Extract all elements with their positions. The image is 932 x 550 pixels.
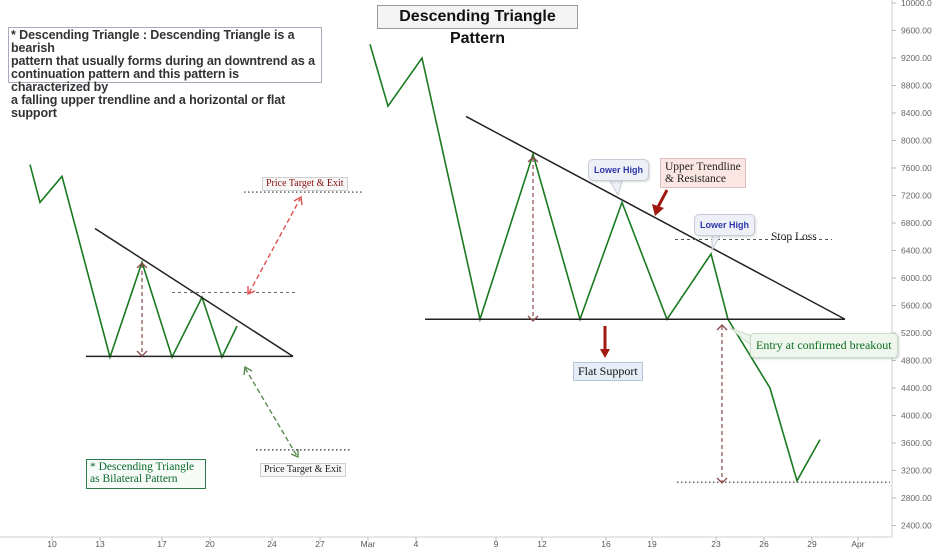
x-tick-label: 16 — [601, 539, 611, 549]
y-tick-label: 9200.00 — [901, 53, 932, 63]
y-tick-label: 3200.00 — [901, 466, 932, 476]
right-height-arrowhead-top — [527, 156, 539, 163]
breakout-target-arrowhead-top — [716, 324, 728, 331]
y-tick-label: 8000.00 — [901, 136, 932, 146]
price-series-left — [29, 164, 238, 360]
y-tick-label: 3600.00 — [901, 438, 932, 448]
upward-target-arrowhead-start — [247, 286, 256, 296]
y-tick-label: 4400.00 — [901, 383, 932, 393]
x-tick-label: Apr — [851, 539, 864, 549]
x-tick-label: 17 — [157, 539, 167, 549]
upward-target-arrowhead-end — [293, 195, 303, 206]
downward-target-arrowhead-end — [290, 449, 299, 459]
x-tick-label: 12 — [537, 539, 547, 549]
trendline-pointer-arrowhead — [652, 204, 664, 216]
y-tick-label: 2400.00 — [901, 521, 932, 531]
downward-target-arrowhead-start — [243, 365, 253, 376]
x-tick-label: 10 — [47, 539, 57, 549]
y-tick-label: 8800.00 — [901, 81, 932, 91]
x-tick-label: 9 — [494, 539, 499, 549]
x-tick-label: 27 — [315, 539, 325, 549]
x-axis: 10 13 17 20 24 27 Mar 4 9 12 16 19 23 26 29 Apr — [0, 536, 892, 549]
breakout-target-arrowhead-bottom — [716, 477, 728, 484]
lower-high-callout: Lower High — [588, 159, 649, 181]
right-height-arrowhead-bottom — [527, 315, 539, 322]
stop-loss-label: Stop Loss — [771, 231, 817, 243]
right-upper-trendline — [465, 115, 846, 320]
left-height-arrowhead-top — [136, 262, 148, 269]
y-axis: 10000.00 9600.00 9200.00 8800.00 8400.00 8000… — [891, 0, 932, 537]
lower-high-pointer — [609, 180, 623, 197]
downward-target-arrow — [244, 367, 298, 457]
y-tick-label: 4800.00 — [901, 356, 932, 366]
entry-callout: Entry at confirmed breakout — [750, 333, 898, 358]
x-tick-label: 19 — [647, 539, 657, 549]
page-title: Descending Triangle Pattern — [377, 5, 578, 47]
y-tick-label: 6800.00 — [901, 218, 932, 228]
y-tick-label: 6000.00 — [901, 273, 932, 283]
support-pointer-arrowhead — [600, 349, 610, 358]
y-tick-label: 10000.00 — [901, 0, 932, 8]
price-series-right — [369, 44, 821, 483]
y-tick-label: 5200.00 — [901, 328, 932, 338]
x-tick-label: 24 — [267, 539, 277, 549]
left-height-arrowhead-bottom — [136, 350, 148, 357]
lower-high-pointer — [711, 235, 721, 252]
y-tick-label: 4000.00 — [901, 411, 932, 421]
x-tick-label: 26 — [759, 539, 769, 549]
description-note: * Descending Triangle : Descending Trian… — [8, 27, 322, 120]
y-tick-label: 7200.00 — [901, 191, 932, 201]
y-tick-label: 9600.00 — [901, 26, 932, 36]
y-tick-label: 6400.00 — [901, 246, 932, 256]
flat-support-label: Flat Support — [573, 362, 643, 381]
x-tick-label: 4 — [414, 539, 419, 549]
price-target-bottom-label: Price Target & Exit — [260, 463, 346, 477]
bilateral-note: * Descending Triangle as Bilateral Patte… — [86, 459, 206, 489]
upper-trendline-label: Upper Trendline & Resistance — [660, 158, 746, 188]
y-tick-label: 7600.00 — [901, 163, 932, 173]
y-tick-label: 8400.00 — [901, 108, 932, 118]
x-tick-label: 13 — [95, 539, 105, 549]
x-tick-label: 29 — [807, 539, 817, 549]
x-tick-label: 23 — [711, 539, 721, 549]
y-tick-label: 2800.00 — [901, 493, 932, 503]
lower-high-callout: Lower High — [694, 214, 755, 236]
trendline-pointer-arrow — [656, 189, 669, 208]
x-tick-label: 20 — [205, 539, 215, 549]
y-tick-label: 5600.00 — [901, 301, 932, 311]
left-upper-trendline — [94, 227, 294, 358]
price-target-top-label: Price Target & Exit — [262, 177, 348, 191]
entry-pointer — [729, 327, 753, 347]
x-tick-label: Mar — [361, 539, 376, 549]
upward-target-arrow — [248, 198, 301, 294]
